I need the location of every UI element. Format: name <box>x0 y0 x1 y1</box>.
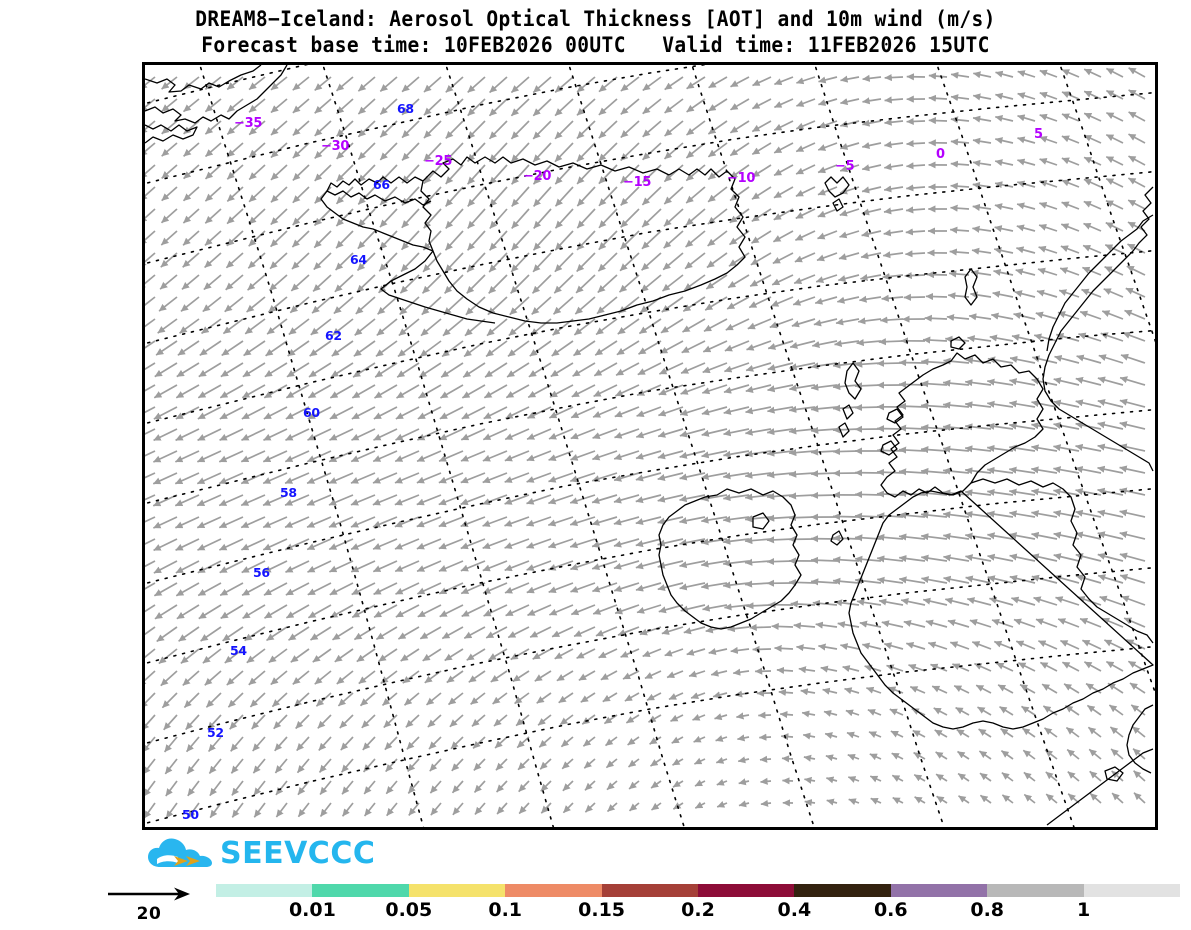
latitude-label: 50 <box>182 807 199 822</box>
aot-colorbar-labels: 0.01 0.05 0.1 0.15 0.2 0.4 0.6 0.8 1 <box>216 899 1180 925</box>
colorbar-tick-label: 0.4 <box>777 899 812 921</box>
longitude-label: −5 <box>835 159 855 174</box>
colorbar-tick-label: 0.8 <box>970 899 1005 921</box>
colorbar-segment[interactable] <box>216 884 313 897</box>
colorbar-tick-label: 0.6 <box>873 899 908 921</box>
latitude-label: 58 <box>280 485 297 500</box>
map-canvas[interactable] <box>145 65 1155 827</box>
graticule-grid <box>145 65 1155 827</box>
latitude-label: 52 <box>207 725 224 740</box>
latitude-label: 56 <box>253 565 270 580</box>
latitude-label: 60 <box>303 405 320 420</box>
wind-scale-label: 20 <box>136 904 162 924</box>
colorbar-segment[interactable] <box>505 884 602 897</box>
colorbar-segment[interactable] <box>890 884 988 897</box>
colorbar-segment[interactable] <box>698 884 795 897</box>
longitude-label: 5 <box>1034 127 1043 142</box>
colorbar-tick-label: 0.1 <box>488 899 523 921</box>
cloud-icon <box>148 838 212 867</box>
map-panel[interactable]: 68 66 64 62 60 58 56 54 52 50 −35 −30 −25 −20 −15 −10−… <box>142 62 1158 830</box>
colorbar-segment[interactable] <box>601 884 699 897</box>
colorbar-segment[interactable] <box>987 884 1084 897</box>
longitude-label: −20 <box>523 169 552 184</box>
longitude-label: −15 <box>623 175 652 190</box>
coastline-layer <box>145 65 1154 826</box>
aot-colorbar[interactable] <box>216 884 1181 897</box>
logo-text: SEEVCCC <box>220 836 376 871</box>
colorbar-tick-label: 0.01 <box>288 899 336 921</box>
colorbar-tick-label: 0.15 <box>578 899 626 921</box>
longitude-label: −35 <box>234 116 263 131</box>
colorbar-segment[interactable] <box>312 884 409 897</box>
colorbar-segment[interactable] <box>408 884 506 897</box>
page-subtitle: Forecast base time: 10FEB2026 00UTC Vali… <box>201 33 990 57</box>
wind-vector-field <box>145 67 1146 819</box>
chart-title-block: DREAM8−Iceland: Aerosol Optical Thicknes… <box>0 6 1191 58</box>
arrow-right-icon <box>108 887 190 901</box>
latitude-label: 64 <box>350 252 367 267</box>
page-title: DREAM8−Iceland: Aerosol Optical Thicknes… <box>195 7 996 31</box>
chevron-right-icon <box>174 856 188 866</box>
longitude-label: −10 <box>727 171 756 186</box>
latitude-label: 68 <box>397 101 414 116</box>
longitude-label: −25 <box>424 154 453 169</box>
colorbar-tick-label: 0.2 <box>681 899 715 921</box>
wind-scale-key: 20 <box>106 884 210 924</box>
colorbar-tick-label: 1 <box>1076 899 1091 921</box>
seevccc-logo[interactable]: SEEVCCC <box>148 833 378 875</box>
latitude-label: 54 <box>230 643 247 658</box>
colorbar-segment[interactable] <box>1083 884 1181 897</box>
colorbar-segment[interactable] <box>794 884 891 897</box>
latitude-label: 66 <box>373 177 390 192</box>
latitude-label: 62 <box>325 328 342 343</box>
longitude-label: −30 <box>321 139 350 154</box>
longitude-label: 0 <box>936 147 945 162</box>
colorbar-tick-label: 0.05 <box>385 899 433 921</box>
